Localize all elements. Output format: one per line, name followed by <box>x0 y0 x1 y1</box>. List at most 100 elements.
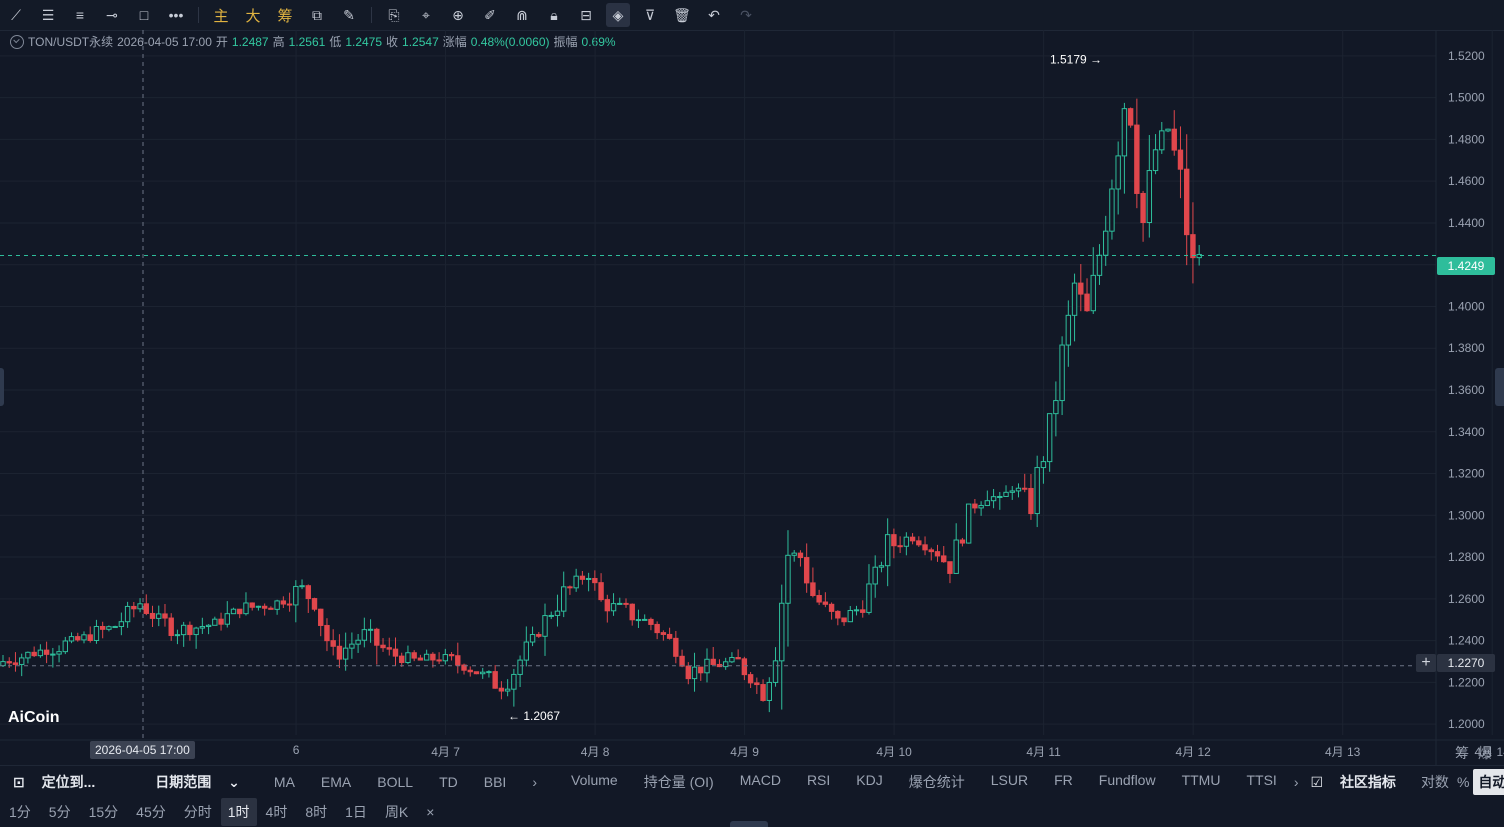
timeframe-item[interactable]: 5分 <box>48 804 71 820</box>
date-range-button[interactable]: 日期范围 ⌄ <box>129 772 253 792</box>
sub-indicator-item[interactable]: 爆仓统计 <box>908 774 965 790</box>
community-indicators-button[interactable]: ☑ 社区指标 <box>1302 772 1416 792</box>
candle-body <box>118 621 125 628</box>
candle-body <box>448 654 455 657</box>
sub-indicator-item[interactable]: Volume <box>571 772 618 788</box>
timeframe-item[interactable]: 1分 <box>9 804 31 820</box>
timeframe-item[interactable]: 8时 <box>305 804 328 820</box>
edit-icon[interactable]: ✎ <box>343 6 355 23</box>
visibility-icon[interactable]: ◈ <box>606 3 630 27</box>
add-alert-plus-icon[interactable]: + <box>1416 654 1436 672</box>
template-icon[interactable]: ⊟ <box>580 6 592 23</box>
zoom-icon[interactable]: ⊕ <box>452 6 464 23</box>
left-panel-toggle[interactable] <box>0 368 4 406</box>
bottom-panel-toggle[interactable] <box>730 821 768 827</box>
candle-body <box>149 612 156 619</box>
candle-body <box>909 536 916 542</box>
ruler-icon[interactable]: ⌖ <box>422 6 430 23</box>
candle-body <box>941 555 947 563</box>
magnet-icon[interactable]: ⋒ <box>516 6 528 23</box>
candle-body <box>1140 192 1146 224</box>
open-value: 1.2487 <box>231 34 269 49</box>
rectangle-icon[interactable]: □ <box>139 7 149 23</box>
sub-indicator-item[interactable]: Fundflow <box>1098 772 1156 788</box>
candle-body <box>1034 467 1040 515</box>
sub-indicator-item[interactable]: FR <box>1054 772 1073 788</box>
sub-indicator-item[interactable]: RSI <box>806 772 831 788</box>
chip-distribution-button[interactable]: 筹 <box>277 7 293 25</box>
redo-icon[interactable]: ↷ <box>740 6 752 23</box>
candle-body <box>891 534 897 547</box>
sub-indicator-item[interactable]: TTSI <box>1246 772 1277 788</box>
sub-indicator-item[interactable]: LSUR <box>990 772 1029 788</box>
candle-body <box>1009 490 1015 493</box>
candle-body <box>1190 234 1196 259</box>
liquidation-button[interactable]: 爆 <box>1478 745 1492 761</box>
candle-body <box>261 605 268 609</box>
candle-body <box>990 496 997 502</box>
sub-indicator-item[interactable]: MACD <box>739 772 781 788</box>
close-timeframes-icon[interactable]: × <box>426 804 435 820</box>
line-tool-icon[interactable]: ⟋ <box>11 6 21 23</box>
candle-body <box>760 684 766 701</box>
horizontal-ray-icon[interactable]: ⊸ <box>106 6 118 23</box>
chart-markers: 1.5179 → ← 1.2067 <box>0 30 1436 740</box>
main-indicator-ema[interactable]: EMA <box>320 774 352 790</box>
big-order-button[interactable]: 大 <box>245 7 261 25</box>
sub-indicator-item[interactable]: 持仓量 (OI) <box>643 774 714 790</box>
lock-icon[interactable]: 🔒︎ <box>550 6 558 23</box>
timeframe-item[interactable]: 45分 <box>136 804 166 820</box>
auto-scale-button[interactable]: 自动 <box>1473 769 1504 795</box>
candle-body <box>666 633 673 639</box>
timeframe-item[interactable]: 15分 <box>88 804 119 820</box>
percent-scale-button[interactable]: % <box>1456 774 1470 790</box>
timeframe-item[interactable]: 4时 <box>265 804 288 820</box>
main-indicator-ma[interactable]: MA <box>273 774 295 790</box>
right-panel-toggle[interactable] <box>1495 368 1504 406</box>
timeframe-item[interactable]: 1日 <box>345 804 367 820</box>
log-scale-button[interactable]: 对数 <box>1420 774 1449 790</box>
main-indicator-td[interactable]: TD <box>439 774 458 790</box>
candle-body <box>75 636 81 641</box>
candlestick-chart[interactable]: 1.52001.50001.48001.46001.44001.42001.40… <box>0 30 1504 765</box>
brush-icon[interactable]: ✐ <box>484 6 496 23</box>
locate-to-button[interactable]: ⊡ 定位到... <box>0 772 121 792</box>
candle-body <box>1121 108 1128 157</box>
sub-indicator-item[interactable]: KDJ <box>856 772 883 788</box>
multi-chart-icon[interactable]: ⧉ <box>312 6 322 23</box>
candle-body <box>685 665 691 680</box>
candle-body <box>143 603 149 614</box>
candle-body <box>1184 168 1190 236</box>
candle-body <box>984 500 991 506</box>
chevron-right-icon[interactable]: › <box>1293 774 1299 790</box>
candle-body <box>436 659 442 662</box>
horizontal-lines-icon[interactable]: ☰ <box>41 6 55 23</box>
chevron-right-icon[interactable]: › <box>532 774 537 790</box>
price-axis: 1.52001.50001.48001.46001.44001.42001.40… <box>1448 49 1485 731</box>
candle-body <box>504 688 511 692</box>
price-tick-label: 1.3200 <box>1448 467 1485 481</box>
timeframe-item[interactable]: 周K <box>384 804 409 820</box>
chip-button[interactable]: 筹 <box>1455 745 1469 761</box>
price-tick-label: 1.4000 <box>1448 299 1485 313</box>
candle-body <box>12 662 19 665</box>
community-indicators-label: 社区指标 <box>1339 774 1396 790</box>
main-indicator-bbi[interactable]: BBI <box>483 774 507 790</box>
candle-body <box>648 618 654 625</box>
candle-body <box>729 657 735 663</box>
more-dots-icon[interactable]: ••• <box>168 7 184 23</box>
filter-icon[interactable]: ⊽ <box>644 6 656 23</box>
candle-body <box>473 671 480 675</box>
undo-icon[interactable]: ↶ <box>708 6 720 23</box>
delete-icon[interactable]: 🗑︎ <box>673 6 691 23</box>
copy-icon[interactable]: ⎘ <box>388 6 400 23</box>
timeframe-item[interactable]: 分时 <box>183 804 212 820</box>
close-label: 收 <box>386 35 399 49</box>
main-indicator-boll[interactable]: BOLL <box>377 774 414 790</box>
parallel-lines-icon[interactable]: ≡ <box>75 7 85 23</box>
visibility-toggle-icon[interactable] <box>10 34 24 49</box>
main-chart-button[interactable]: 主 <box>213 7 229 25</box>
candle-body <box>754 682 760 686</box>
timeframe-item[interactable]: 1时 <box>220 798 257 826</box>
sub-indicator-item[interactable]: TTMU <box>1181 772 1221 788</box>
